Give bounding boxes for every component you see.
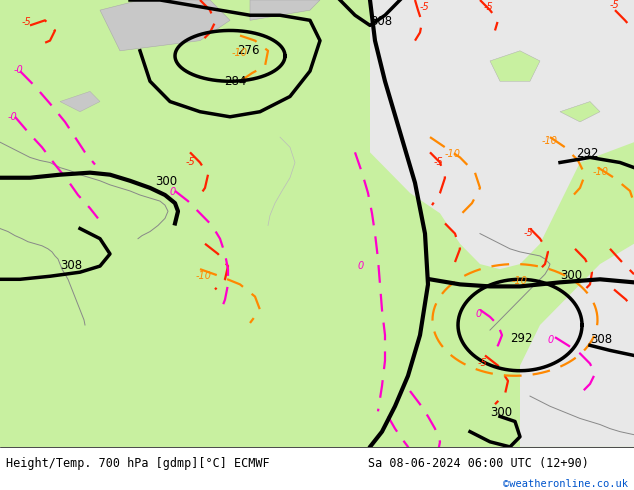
- Text: -10: -10: [196, 271, 212, 281]
- Text: Height/Temp. 700 hPa [gdmp][°C] ECMWF: Height/Temp. 700 hPa [gdmp][°C] ECMWF: [6, 457, 270, 470]
- Polygon shape: [100, 0, 230, 51]
- Text: -5: -5: [420, 2, 430, 12]
- Text: Sa 08-06-2024 06:00 UTC (12+90): Sa 08-06-2024 06:00 UTC (12+90): [368, 457, 588, 470]
- Text: 0: 0: [548, 335, 554, 345]
- Text: -0: -0: [8, 112, 18, 122]
- Text: -10: -10: [232, 48, 248, 58]
- Text: 276: 276: [236, 44, 259, 57]
- Text: -5: -5: [22, 17, 32, 27]
- Polygon shape: [60, 92, 100, 112]
- Text: ©weatheronline.co.uk: ©weatheronline.co.uk: [503, 479, 628, 489]
- Text: 308: 308: [60, 259, 82, 272]
- Text: 0: 0: [170, 187, 176, 197]
- Text: -5: -5: [484, 2, 494, 12]
- Text: 0: 0: [358, 261, 365, 271]
- Text: 300: 300: [155, 175, 177, 188]
- Text: -10: -10: [512, 276, 528, 286]
- Polygon shape: [250, 0, 320, 20]
- Text: -5: -5: [610, 0, 620, 10]
- Text: 0: 0: [476, 309, 482, 319]
- Text: -10: -10: [445, 149, 461, 159]
- Text: -5: -5: [186, 156, 196, 167]
- Text: 284: 284: [224, 75, 246, 88]
- Text: 292: 292: [576, 147, 598, 160]
- Text: 308: 308: [590, 333, 612, 346]
- Text: 300: 300: [490, 406, 512, 419]
- Text: 300: 300: [560, 270, 582, 282]
- Text: -5: -5: [434, 156, 444, 167]
- Polygon shape: [560, 101, 600, 122]
- Text: -0: -0: [14, 65, 23, 75]
- Text: -10: -10: [593, 167, 609, 177]
- Polygon shape: [520, 244, 634, 447]
- Polygon shape: [490, 51, 540, 81]
- Polygon shape: [370, 0, 634, 269]
- Text: -5: -5: [478, 358, 488, 368]
- Text: -5: -5: [524, 228, 534, 238]
- Text: -10: -10: [542, 136, 558, 146]
- Text: 292: 292: [510, 332, 533, 345]
- Text: 308: 308: [370, 15, 392, 28]
